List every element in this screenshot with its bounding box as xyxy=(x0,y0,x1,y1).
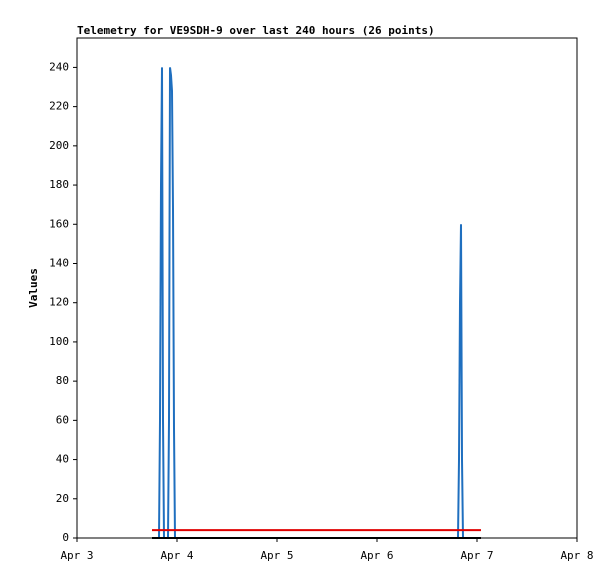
y-axis-label: Values xyxy=(27,268,40,308)
x-tick-label: Apr 3 xyxy=(60,549,93,562)
y-tick-label: 60 xyxy=(56,413,69,426)
x-tick-label: Apr 4 xyxy=(160,549,193,562)
y-tick-label: 20 xyxy=(56,492,69,505)
y-tick-label: 220 xyxy=(49,100,69,113)
y-tick-label: 40 xyxy=(56,453,69,466)
y-tick-label: 160 xyxy=(49,217,69,230)
y-tick-label: 80 xyxy=(56,374,69,387)
y-tick-label: 0 xyxy=(62,531,69,544)
x-tick-label: Apr 7 xyxy=(460,549,493,562)
y-tick-label: 100 xyxy=(49,335,69,348)
x-tick-label: Apr 5 xyxy=(260,549,293,562)
x-tick-label: Apr 6 xyxy=(360,549,393,562)
plot-frame xyxy=(76,37,578,539)
y-tick-label: 120 xyxy=(49,296,69,309)
y-tick-label: 200 xyxy=(49,139,69,152)
chart-title: Telemetry for VE9SDH-9 over last 240 hou… xyxy=(77,24,435,37)
y-tick-label: 240 xyxy=(49,60,69,73)
y-tick-label: 140 xyxy=(49,256,69,269)
x-tick-label: Apr 8 xyxy=(560,549,593,562)
y-tick-label: 180 xyxy=(49,178,69,191)
series-line xyxy=(152,67,480,539)
